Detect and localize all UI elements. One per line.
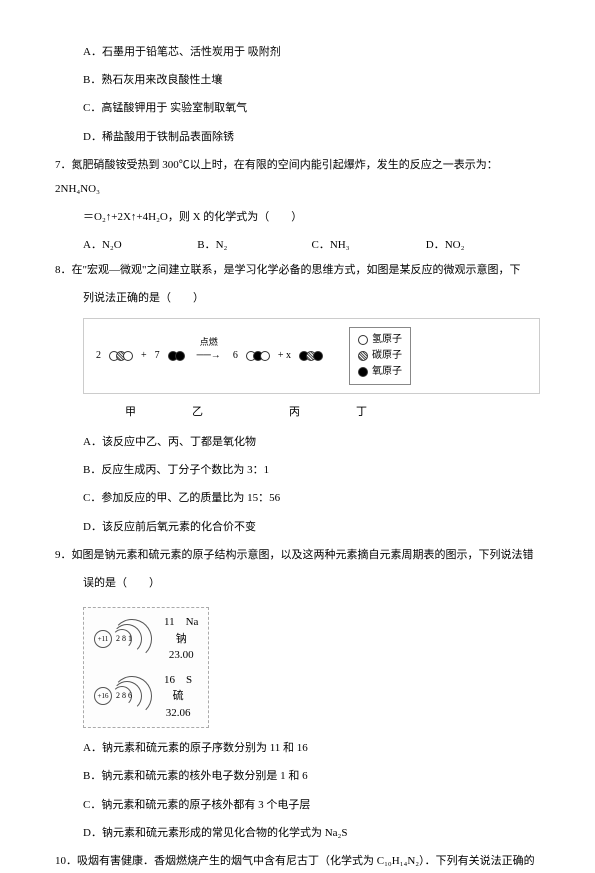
q7-stem-line2: ＝O₂↑+2X↑+4H₂O，则 X 的化学式为（ ） bbox=[55, 205, 540, 229]
q9-option-c: C．钠元素和硫元素的原子核外都有 3 个电子层 bbox=[55, 793, 540, 817]
mol-jia bbox=[109, 351, 133, 361]
q9-option-a: A．钠元素和硫元素的原子序数分别为 11 和 16 bbox=[55, 736, 540, 760]
q8-option-a: A．该反应中乙、丙、丁都是氧化物 bbox=[55, 430, 540, 454]
s-pt-cell: 16 S 硫 32.06 bbox=[164, 672, 192, 722]
q7-option-d: D．NO₂ bbox=[426, 233, 540, 257]
q8-stem-line1: 8．在"宏观—微观"之间建立联系，是学习化学必备的思维方式，如图是某反应的微观示… bbox=[55, 258, 540, 282]
q9-stem-line2: 误的是（ ） bbox=[55, 571, 540, 595]
s-row: +16 2 8 6 16 S 硫 32.06 bbox=[94, 672, 198, 722]
q7-option-c: C．NH₃ bbox=[312, 233, 426, 257]
mol-ding bbox=[299, 351, 323, 361]
coef-7: 7 bbox=[155, 345, 160, 367]
mol-bing bbox=[246, 351, 270, 361]
na-atom-icon: +11 2 8 1 bbox=[94, 616, 150, 662]
q8-option-b: B．反应生成丙、丁分子个数比为 3：1 bbox=[55, 458, 540, 482]
q9-option-d: D．钠元素和硫元素形成的常见化合物的化学式为 Na₂S bbox=[55, 821, 540, 845]
q6-option-c: C．高锰酸钾用于 实验室制取氧气 bbox=[55, 96, 540, 120]
q9-stem-line1: 9．如图是钠元素和硫元素的原子结构示意图，以及这两种元素摘自元素周期表的图示，下… bbox=[55, 543, 540, 567]
q8-option-c: C．参加反应的甲、乙的质量比为 15：56 bbox=[55, 486, 540, 510]
q6-option-a: A．石墨用于铅笔芯、活性炭用于 吸附剂 bbox=[55, 40, 540, 64]
q8-reaction-diagram: 2 + 7 点燃 ──→ 6 + x 氢原子 碳原子 氧原子 bbox=[83, 318, 540, 394]
q9-figure: +11 2 8 1 11 Na 钠 23.00 +16 2 8 6 16 S 硫… bbox=[83, 607, 209, 728]
q7-stem-line1: 7．氮肥硝酸铵受热到 300℃以上时，在有限的空间内能引起爆炸，发生的反应之一表… bbox=[55, 153, 540, 201]
coef-2: 2 bbox=[96, 345, 101, 367]
plus-1: + bbox=[141, 345, 147, 367]
q8-mol-labels: 甲 乙 丙 丁 bbox=[55, 400, 540, 424]
plus-2: + x bbox=[278, 345, 291, 367]
q8-option-d: D．该反应前后氧元素的化合价不变 bbox=[55, 515, 540, 539]
q6-option-b: B．熟石灰用来改良酸性土壤 bbox=[55, 68, 540, 92]
mol-yi bbox=[168, 351, 185, 361]
q7-option-b: B．N₂ bbox=[197, 233, 311, 257]
q7-options-row: A．N₂O B．N₂ C．NH₃ D．NO₂ bbox=[55, 233, 540, 257]
q7-option-a: A．N₂O bbox=[83, 233, 197, 257]
q9-option-b: B．钠元素和硫元素的核外电子数分别是 1 和 6 bbox=[55, 764, 540, 788]
s-atom-icon: +16 2 8 6 bbox=[94, 673, 150, 719]
q8-stem-line2: 列说法正确的是（ ） bbox=[55, 286, 540, 310]
q8-legend: 氢原子 碳原子 氧原子 bbox=[349, 327, 411, 385]
na-row: +11 2 8 1 11 Na 钠 23.00 bbox=[94, 614, 198, 664]
q6-option-d: D．稀盐酸用于铁制品表面除锈 bbox=[55, 125, 540, 149]
coef-6: 6 bbox=[233, 345, 238, 367]
na-pt-cell: 11 Na 钠 23.00 bbox=[164, 614, 198, 664]
q10-stem: 10．吸烟有害健康．香烟燃烧产生的烟气中含有尼古丁（化学式为 C₁₀H₁₄N₂）… bbox=[55, 849, 540, 873]
arrow: 点燃 ──→ bbox=[193, 345, 225, 367]
